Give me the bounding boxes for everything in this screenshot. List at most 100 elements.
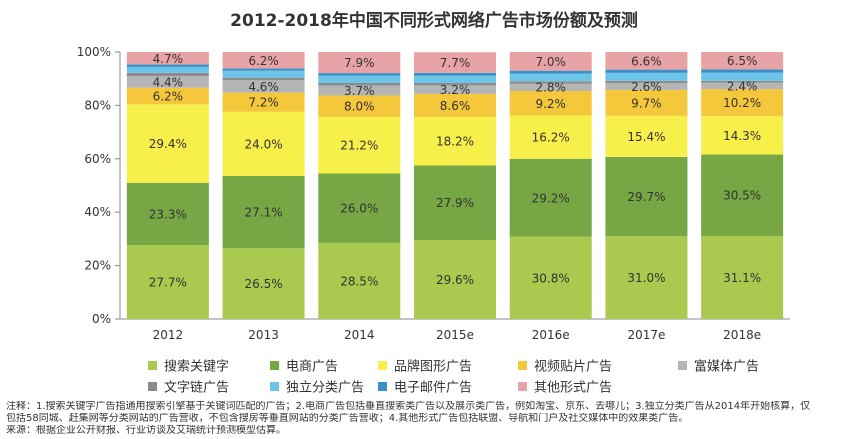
bar-segment (509, 83, 592, 91)
bar-segment (318, 116, 401, 174)
data-label: 4.6% (248, 80, 279, 94)
bar-segment (509, 73, 592, 82)
legend-item: 独立分类广告 (270, 381, 364, 396)
legend-swatch (270, 382, 279, 391)
bar-segment (222, 77, 305, 81)
x-tick-label: 2012 (153, 328, 184, 342)
legend-swatch (678, 361, 687, 370)
bar-segment (509, 236, 592, 319)
bar-segment (318, 95, 401, 117)
x-tick-label: 2013 (248, 328, 279, 342)
data-label: 23.3% (149, 207, 187, 221)
data-label: 7.7% (440, 56, 471, 70)
legend-label: 其他形式广告 (534, 381, 612, 396)
data-label: 4.4% (153, 75, 184, 89)
legend-swatch (518, 361, 527, 370)
legend-label: 富媒体广告 (694, 359, 759, 375)
legend-swatch (148, 382, 157, 391)
bar-segment (414, 116, 496, 166)
bar-segment (318, 75, 401, 83)
bar-segment (318, 173, 401, 243)
data-label: 29.4% (149, 137, 187, 151)
bar-segment (605, 80, 688, 83)
legend-swatch (378, 361, 387, 370)
bar-segment (701, 235, 784, 319)
data-label: 29.2% (532, 191, 570, 205)
bar-segment (701, 52, 784, 70)
bar-segment (509, 70, 592, 74)
data-label: 9.7% (631, 96, 662, 110)
bar-segment (701, 82, 784, 90)
bar-segment (509, 115, 592, 159)
bar-segment (126, 104, 209, 183)
y-tick-label: 20% (84, 259, 111, 273)
legend-label: 视频贴片广告 (534, 360, 612, 375)
data-label: 4.7% (153, 52, 184, 66)
y-tick-label: 100% (77, 45, 111, 59)
y-axis: 0% 20% 40% 60% 80% 100% (77, 45, 121, 326)
bar-segment (414, 75, 496, 83)
legend-item: 电子邮件广告 (378, 381, 472, 396)
legend-label: 文字链广告 (164, 381, 229, 396)
legend-swatch (148, 361, 157, 370)
bar-segment (222, 175, 305, 249)
data-label: 30.8% (532, 271, 570, 285)
bar-segment (126, 87, 209, 105)
bar-segment (126, 182, 209, 246)
bar-segment (509, 158, 592, 237)
bar-segment (605, 156, 688, 237)
data-label: 6.5% (727, 54, 758, 68)
bar-segment (222, 80, 305, 93)
data-label: 15.4% (627, 130, 665, 144)
data-label: 2.8% (535, 81, 566, 95)
bar-segment (605, 89, 688, 116)
bar-segment (222, 111, 305, 176)
data-label: 2.6% (631, 80, 662, 94)
stacked-bar-chart: 2012-2018年中国不同形式网络广告市场份额及预测 0% 20% 40% 60% 8… (77, 10, 790, 396)
x-tick-label: 2017e (627, 328, 665, 342)
bar-segment (222, 248, 305, 319)
bar-segment (414, 82, 496, 86)
data-label: 9.2% (535, 97, 566, 111)
bar-segment (414, 72, 496, 76)
bar-segment (701, 72, 784, 81)
bar-segment (222, 68, 305, 71)
x-tick-label: 2014 (344, 328, 375, 342)
x-axis: 2012 2013 2014 2015e 2016e 2017e 2018e (120, 318, 790, 342)
bar-segment (509, 81, 592, 84)
bar-segment (414, 93, 496, 117)
legend-swatch (270, 361, 279, 370)
footnote-line-2: 包括58同城、赶集网等分类网站的广告营收，不包含搜房等垂直网站的分类广告营收；4… (6, 413, 689, 424)
bar-segment (509, 90, 592, 116)
data-label: 27.1% (245, 206, 283, 220)
legend-item: 搜索关键字 (148, 360, 229, 375)
bar-segment (126, 64, 209, 67)
bar-segment (318, 85, 401, 96)
data-label: 27.7% (149, 276, 187, 290)
x-tick-label: 2016e (532, 328, 570, 342)
legend-swatch (378, 382, 387, 391)
chart-title: 2012-2018年中国不同形式网络广告市场份额及预测 (230, 10, 638, 31)
data-label: 3.7% (344, 84, 375, 98)
bar-segment (318, 82, 401, 86)
legend-label: 搜索关键字 (164, 360, 229, 375)
bar-segment (318, 52, 401, 74)
bar-segment (414, 239, 496, 319)
data-label: 26.5% (245, 277, 283, 291)
data-label: 29.7% (627, 190, 665, 204)
data-label: 30.5% (723, 189, 761, 203)
bar-segment (605, 82, 688, 90)
y-tick-label: 40% (84, 205, 111, 219)
data-label: 26.0% (340, 202, 378, 216)
data-label: 6.6% (631, 54, 662, 68)
bar-segment (605, 236, 688, 319)
data-labels: 27.7%23.3%29.4%6.2%4.4%4.7%26.5%27.1%24.… (149, 52, 761, 291)
bar-segment (126, 76, 209, 88)
data-label: 7.9% (344, 56, 375, 70)
data-label: 18.2% (436, 135, 474, 149)
bar-segment (318, 73, 401, 76)
data-label: 8.6% (440, 99, 471, 113)
data-label: 16.2% (532, 131, 570, 145)
legend-item: 其他形式广告 (518, 381, 612, 396)
